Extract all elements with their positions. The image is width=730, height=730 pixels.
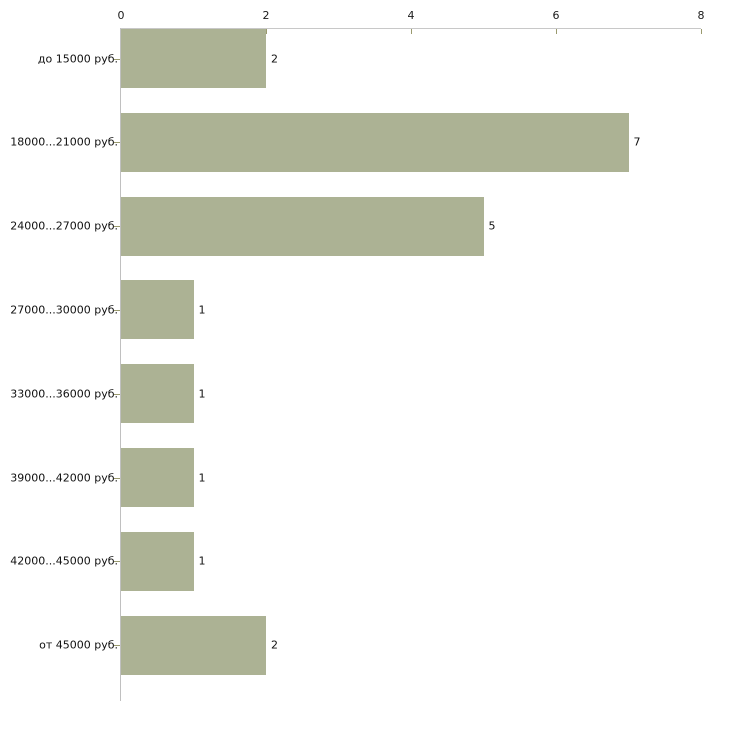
y-tick-mark: [114, 59, 120, 60]
bar: [121, 29, 266, 88]
y-axis-category-label: 42000...45000 руб.: [10, 554, 118, 568]
x-tick-label: 4: [407, 9, 415, 22]
y-tick-mark: [114, 310, 120, 311]
y-tick-mark: [114, 142, 120, 143]
y-axis-category-label: до 15000 руб.: [37, 52, 118, 65]
bar: [121, 196, 484, 256]
bar-value-label: 2: [271, 52, 278, 65]
bar-value-label: 1: [198, 554, 206, 568]
y-tick-mark: [114, 645, 120, 646]
x-tick-mark: [701, 29, 702, 34]
y-axis-line: [120, 28, 121, 701]
y-axis-category-label: 18000...21000 руб.: [10, 135, 118, 149]
y-tick-mark: [114, 226, 120, 227]
y-axis-category-label: 33000...36000 руб.: [10, 387, 118, 401]
x-tick-label: 2: [262, 9, 270, 22]
y-tick-mark: [114, 478, 120, 479]
bar-value-label: 1: [198, 387, 206, 401]
bar-value-label: 1: [198, 303, 206, 317]
bar-value-label: 7: [633, 135, 641, 149]
bar: [121, 364, 194, 424]
x-tick-mark: [556, 29, 557, 34]
x-tick-mark: [411, 29, 412, 34]
bar-value-label: 5: [488, 219, 496, 233]
bar: [121, 531, 194, 591]
bar: [121, 448, 194, 507]
y-axis-category-label: 27000...30000 руб.: [10, 303, 118, 317]
bar-value-label: 2: [271, 638, 278, 652]
y-tick-mark: [114, 561, 120, 562]
x-tick-mark: [266, 29, 267, 34]
bar: [121, 112, 629, 172]
y-axis-category-label: 39000...42000 руб.: [10, 471, 118, 484]
x-tick-label: 8: [697, 9, 705, 22]
bar: [121, 615, 266, 675]
x-axis-line: [121, 28, 701, 29]
y-axis-category-label: от 45000 руб.: [39, 638, 118, 652]
bar: [121, 280, 194, 340]
x-tick-label: 0: [117, 9, 125, 22]
x-tick-label: 6: [552, 9, 560, 22]
y-axis-category-label: 24000...27000 руб.: [10, 219, 118, 233]
y-tick-mark: [114, 394, 120, 395]
bar-value-label: 1: [198, 471, 206, 484]
